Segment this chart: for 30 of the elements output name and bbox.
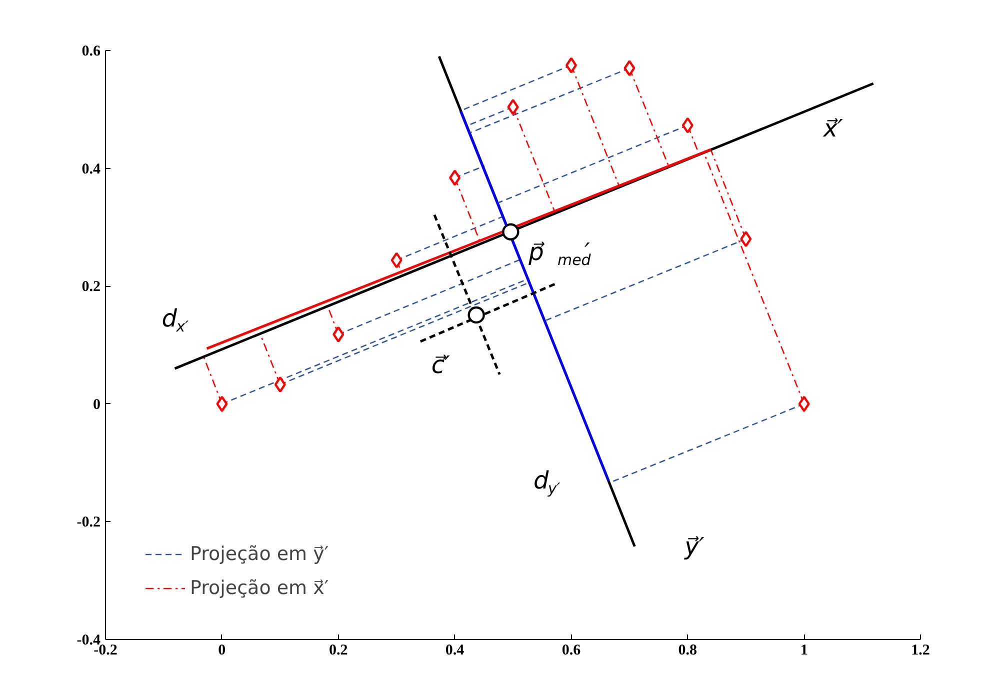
point — [624, 60, 636, 76]
point — [390, 252, 402, 268]
point — [216, 396, 228, 412]
x-tick-label: 0.8 — [678, 642, 698, 658]
annotation: y⃗′ — [684, 532, 705, 560]
y-tick-label: 0.4 — [82, 161, 101, 178]
y-tick-label: 0.2 — [82, 279, 100, 296]
x-tick-label: 1.2 — [911, 642, 930, 658]
x-tick-label: 0.2 — [328, 642, 348, 658]
point — [502, 223, 520, 240]
legend-label: Projeção em x⃗′ — [190, 577, 329, 599]
y-tick-label: 0 — [93, 396, 100, 413]
point — [449, 170, 461, 186]
x-tick-label: 0 — [218, 642, 226, 658]
point — [798, 396, 810, 412]
y-tick-label: 0.6 — [82, 44, 101, 60]
point — [740, 230, 752, 248]
x-tick-label: 0.4 — [445, 642, 465, 658]
point — [332, 326, 344, 342]
x-tick-label: 1 — [800, 642, 808, 658]
point — [274, 376, 286, 393]
x-tick-label: 0.6 — [562, 642, 582, 658]
point — [682, 117, 694, 134]
annotation: x⃗′ — [822, 114, 844, 142]
y-tick-label: -0.2 — [76, 514, 101, 531]
point — [468, 306, 485, 324]
point — [507, 98, 519, 116]
point — [565, 57, 577, 74]
legend-label: Projeção em y⃗′ — [190, 543, 329, 565]
annotation: c⃗′ — [431, 350, 451, 379]
